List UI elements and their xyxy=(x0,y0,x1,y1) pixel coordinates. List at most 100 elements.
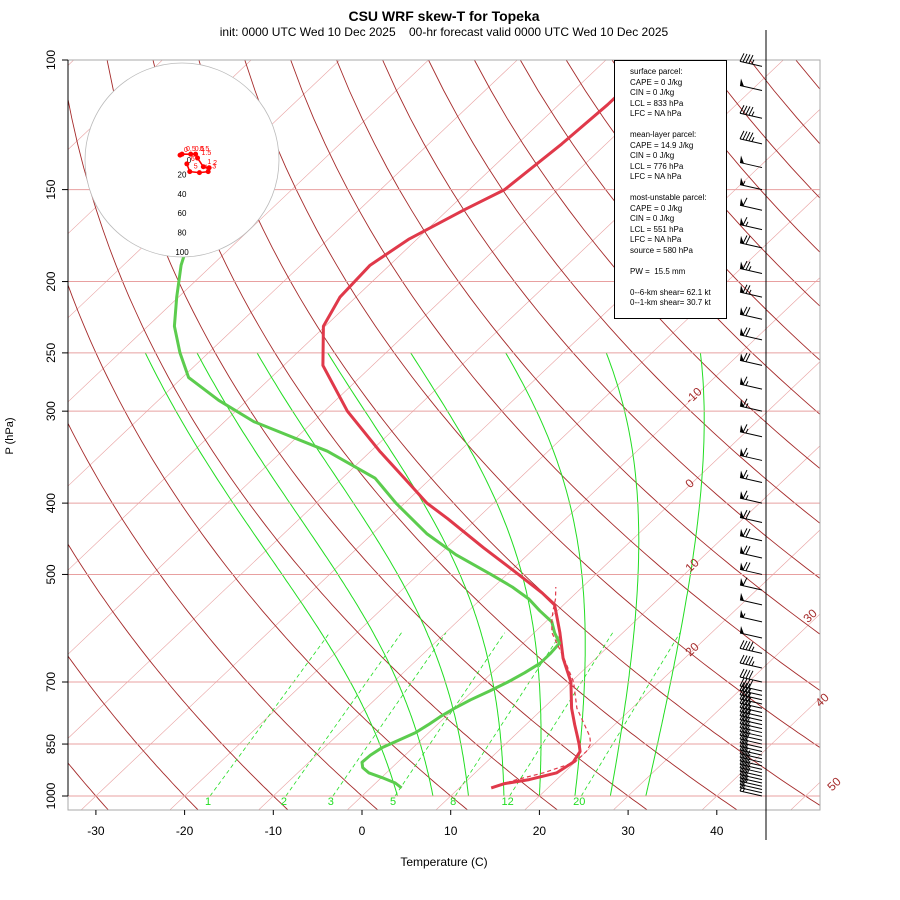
wind-barb-flag xyxy=(740,327,744,336)
y-tick-label: 100 xyxy=(44,50,58,70)
wind-barb-flag xyxy=(740,377,744,386)
hodograph-point xyxy=(177,152,183,158)
hodograph-ring xyxy=(84,62,280,258)
info-line: CIN = 0 J/kg xyxy=(630,151,675,160)
info-line: PW = 15.5 mm xyxy=(630,266,686,276)
mixing-ratio-line xyxy=(580,632,681,797)
y-tick-label: 500 xyxy=(44,564,58,584)
wind-barb-flag xyxy=(740,448,744,457)
wind-barb-feather xyxy=(742,678,748,687)
wind-barb-feather xyxy=(745,307,751,316)
wind-barb-feather xyxy=(742,784,746,789)
wind-barb-flag xyxy=(740,155,744,164)
wind-barb-feather xyxy=(745,655,751,665)
chart-title: CSU WRF skew-T for Topeka xyxy=(348,8,540,24)
wind-barb xyxy=(739,60,763,67)
isotherm-line xyxy=(68,60,607,571)
wind-barb xyxy=(739,767,763,774)
wind-barb xyxy=(739,756,763,763)
wind-barb xyxy=(739,749,763,756)
hodograph-point-label: 0 xyxy=(184,147,188,154)
wind-barb-feather xyxy=(745,106,751,115)
wind-barb xyxy=(739,702,763,709)
wind-barb xyxy=(739,706,763,713)
wind-barb-feather xyxy=(745,708,751,718)
hodograph-ring-label: 40 xyxy=(178,190,187,199)
hodograph-point xyxy=(195,155,201,161)
info-line: CIN = 0 J/kg xyxy=(630,214,675,223)
info-line: LFC = NA hPa xyxy=(630,172,682,181)
dry-adiabat xyxy=(290,60,820,692)
y-tick-label: 850 xyxy=(44,734,58,754)
wind-barb xyxy=(739,112,763,119)
y-tick-label: 250 xyxy=(44,343,58,363)
isotherm-line xyxy=(68,60,696,655)
moist-adiabat xyxy=(645,352,705,797)
hodograph-point xyxy=(193,151,199,157)
hodograph-point-label: 5 xyxy=(194,164,198,171)
y-tick-label: 200 xyxy=(44,271,58,291)
hodograph-point xyxy=(184,161,190,167)
info-line: 0--6-km shear= 62.1 kt xyxy=(630,287,711,297)
wind-barb xyxy=(739,723,763,730)
wind-barb-feather xyxy=(742,235,748,244)
info-line: 0--1-km shear= 30.7 kt xyxy=(630,298,711,307)
wind-barb-feather xyxy=(745,131,751,141)
hodograph-point xyxy=(206,165,212,171)
wind-barb xyxy=(739,753,763,760)
wind-barb-feather xyxy=(745,285,751,294)
wind-barb-feather xyxy=(748,132,754,141)
hodograph-point xyxy=(196,170,202,176)
wind-barb-feather xyxy=(739,668,745,678)
dry-adiabat xyxy=(795,60,820,90)
hodograph-point xyxy=(205,169,211,175)
mixing-ratio-label: 1 xyxy=(205,796,211,808)
wind-barb-feather xyxy=(745,54,751,63)
isotherm-line xyxy=(435,445,820,810)
wind-barb xyxy=(739,738,763,745)
x-tick-label: -20 xyxy=(176,824,194,838)
wind-barb-feather xyxy=(739,654,745,664)
wind-barb-flag xyxy=(740,217,744,226)
wind-barb-feather xyxy=(742,577,748,586)
wind-barb-feather xyxy=(742,490,748,499)
wind-barb-feather xyxy=(742,447,748,457)
hodograph-point xyxy=(188,151,194,157)
y-tick-label: 1000 xyxy=(44,782,58,809)
mixing-ratio-line xyxy=(209,632,331,797)
wind-barb xyxy=(739,719,763,726)
wind-barb-feather xyxy=(742,669,748,678)
isotherm-line xyxy=(790,781,820,810)
wind-barb-feather xyxy=(745,760,751,770)
wind-barb-feather xyxy=(745,678,751,688)
dry-adiabat xyxy=(814,26,900,811)
wind-barb-feather xyxy=(742,131,748,140)
wind-barb-feather xyxy=(739,130,745,140)
wind-barb xyxy=(739,715,763,722)
wind-barb-feather xyxy=(751,137,755,142)
dry-adiabat xyxy=(244,60,820,749)
wind-barb-feather xyxy=(745,474,749,479)
wind-barb-flag xyxy=(740,177,744,186)
wind-barb-feather xyxy=(748,670,754,680)
wind-barb xyxy=(739,694,763,701)
wind-barb-feather xyxy=(745,767,751,777)
wind-barb-feather xyxy=(742,260,748,270)
hodograph-ring-label: 0 xyxy=(187,156,192,165)
wind-barb-feather xyxy=(745,403,749,408)
isotherm-line xyxy=(68,60,429,403)
parcel-info-box: surface parcel: CAPE = 0 J/kg CIN = 0 J/… xyxy=(614,60,727,319)
wind-barb-feather xyxy=(748,656,754,666)
wind-barb-feather xyxy=(748,106,754,116)
moist-adiabat xyxy=(256,352,469,797)
wind-barb xyxy=(739,676,763,683)
x-tick-label: 10 xyxy=(444,824,458,838)
x-tick-label: -10 xyxy=(265,824,283,838)
wind-barb xyxy=(739,763,763,770)
info-line: CAPE = 14.9 J/kg xyxy=(630,140,694,150)
wind-barb-feather xyxy=(742,509,748,519)
isotherm-label: 0 xyxy=(682,476,697,491)
hodograph-point-label: 0.5 xyxy=(186,146,196,153)
mixing-ratio-line xyxy=(332,632,447,797)
